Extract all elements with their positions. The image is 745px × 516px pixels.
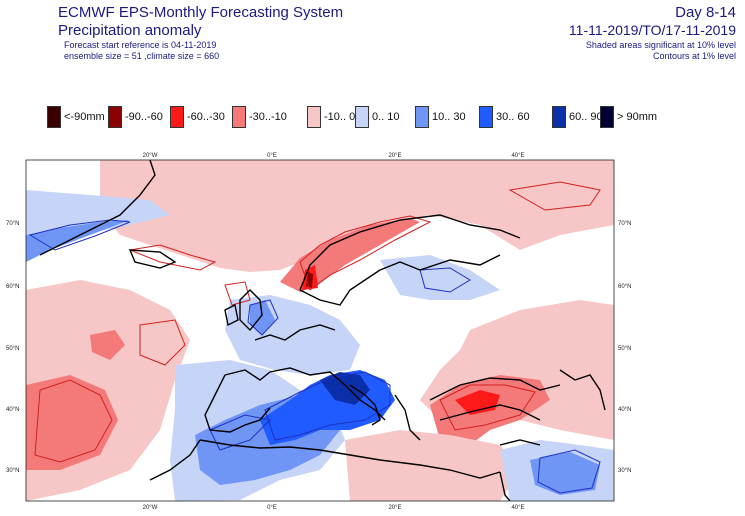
latitude-label: 30°N (6, 468, 19, 474)
day-range-text: Day 8-14 (675, 4, 736, 21)
latitude-labels-right: 70°N 60°N 50°N 40°N 30°N (618, 221, 631, 474)
anomaly-area-north-africa-dry (345, 430, 520, 501)
wet-significance-contours (28, 219, 601, 494)
latitude-label: 40°N (6, 407, 19, 413)
legend-swatch (307, 106, 321, 128)
legend-label: > 90mm (617, 111, 658, 123)
ensemble-size-text: ensemble size = 51 ,climate size = 660 (64, 51, 220, 61)
latitude-label: 50°N (618, 346, 631, 352)
latitude-label: 50°N (6, 346, 19, 352)
anomaly-area-arabia-wet (530, 452, 600, 495)
longitude-labels-bottom: 20°W 0°E 20°E 40°E (143, 505, 525, 511)
legend-swatch (479, 106, 493, 128)
map-frame (25, 159, 615, 502)
dry-significance-contours (34, 181, 601, 463)
longitude-label: 20°E (388, 505, 401, 511)
legend-swatch (232, 106, 246, 128)
anomaly-area-mid-atlantic-dry (90, 330, 125, 360)
anomaly-area-greenland-wetter (26, 220, 130, 262)
latitude-label: 70°N (6, 221, 19, 227)
legend-label: -90..-60 (125, 111, 163, 123)
forecast-start-text: Forecast start reference is 04-11-2019 (64, 40, 217, 50)
chart-subtitle: Precipitation anomaly (58, 22, 202, 39)
longitude-label: 20°W (143, 153, 158, 159)
longitude-label: 40°E (511, 505, 524, 511)
coastlines (39, 160, 606, 501)
map-fields (26, 160, 614, 501)
legend-label: -60..-30 (187, 111, 225, 123)
legend-label: -30..-10 (249, 111, 287, 123)
anomaly-area-black-sea-strong-dry (455, 390, 500, 415)
latitude-label: 30°N (618, 468, 631, 474)
anomaly-area-azores-dry (26, 375, 118, 470)
longitude-label: 0°E (267, 505, 277, 511)
legend-swatch (108, 106, 122, 128)
period-text: 11-11-2019/TO/17-11-2019 (568, 22, 736, 38)
legend-swatch (355, 106, 369, 128)
legend-swatch (170, 106, 184, 128)
shaded-significance-text: Shaded areas significant at 10% level (585, 40, 736, 50)
legend-label: 10.. 30 (432, 111, 466, 123)
contour-significance-text: Contours at 1% level (652, 51, 736, 61)
longitude-label: 20°E (388, 153, 401, 159)
anomaly-area-north-atlantic-dry (100, 160, 614, 272)
latitude-label: 60°N (6, 284, 19, 290)
longitude-label: 0°E (267, 153, 277, 159)
longitude-labels-top: 20°W 0°E 20°E 40°E (143, 153, 525, 159)
legend-label: -10.. 0 (324, 111, 356, 123)
latitude-label: 40°N (618, 407, 631, 413)
legend-swatch (47, 106, 61, 128)
legend-swatch (552, 106, 566, 128)
legend-swatch (600, 106, 614, 128)
latitude-label: 70°N (618, 221, 631, 227)
latitude-label: 60°N (618, 284, 631, 290)
longitude-label: 20°W (143, 505, 158, 511)
legend-label: <-90mm (64, 111, 105, 123)
legend-label: 0.. 10 (372, 111, 400, 123)
legend-label: 60.. 90 (569, 111, 603, 123)
latitude-labels-left: 70°N 60°N 50°N 40°N 30°N (6, 221, 19, 474)
longitude-label: 40°E (511, 153, 524, 159)
chart-title: ECMWF EPS-Monthly Forecasting System (58, 4, 344, 21)
anomaly-area-british-isles-wet (250, 300, 275, 335)
legend-swatch (415, 106, 429, 128)
legend-label: 30.. 60 (496, 111, 530, 123)
